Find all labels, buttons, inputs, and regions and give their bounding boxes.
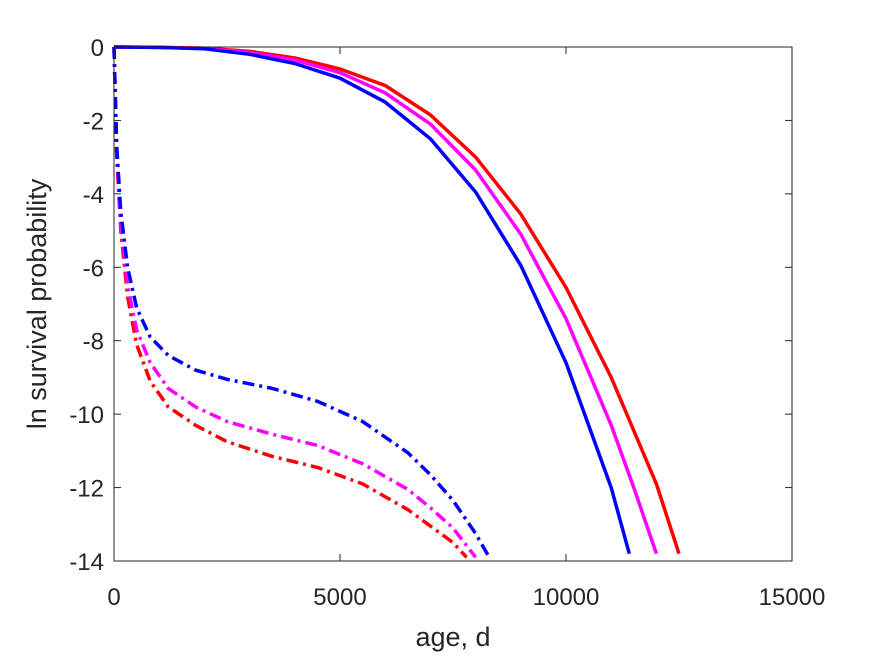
y-tick-label: -10 — [69, 402, 104, 429]
series-line-5 — [112, 46, 477, 559]
y-tick-label: -6 — [83, 255, 104, 282]
plot-frame — [113, 46, 793, 562]
y-tick-label: -12 — [69, 476, 104, 503]
x-tick-label: 5000 — [313, 584, 366, 611]
plot-lines — [112, 45, 681, 559]
y-tick-label: -4 — [83, 182, 104, 209]
x-tick-label: 10000 — [533, 584, 600, 611]
x-tick-label: 15000 — [759, 584, 826, 611]
y-axis-label: ln survival probability — [22, 178, 52, 429]
series-line-2 — [113, 45, 659, 555]
series-line-1 — [113, 45, 681, 555]
x-tick-label: 0 — [107, 584, 120, 611]
y-tick-label: -2 — [83, 108, 104, 135]
series-line-4 — [112, 46, 468, 559]
ticks: 0 5000 10000 15000 0 -2 -4 -6 -8 -10 -12 -14 — [69, 35, 825, 611]
y-tick-label: -8 — [83, 329, 104, 356]
x-axis-label: age, d — [415, 622, 490, 652]
y-tick-label: -14 — [69, 549, 104, 576]
series-line-3 — [113, 45, 631, 555]
y-tick-label: 0 — [91, 35, 104, 62]
series-line-6 — [112, 46, 491, 559]
